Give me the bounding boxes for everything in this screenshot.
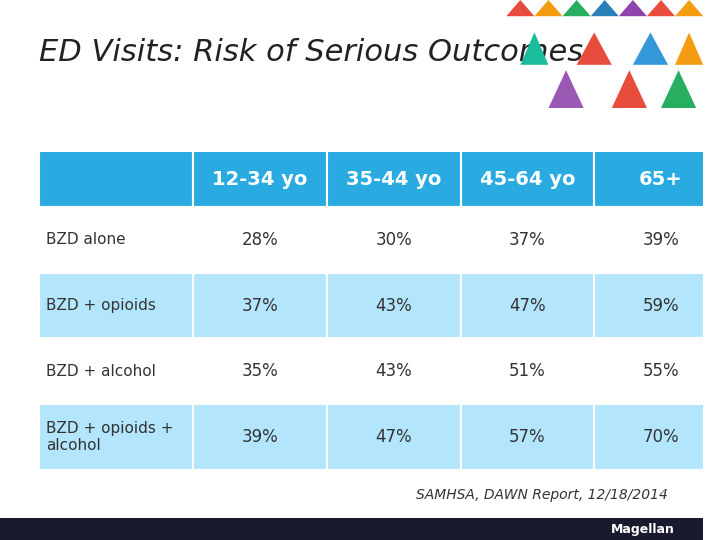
Text: 28%: 28% [242, 231, 279, 249]
Text: SAMHSA, DAWN Report, 12/18/2014: SAMHSA, DAWN Report, 12/18/2014 [416, 488, 668, 502]
FancyBboxPatch shape [461, 273, 594, 339]
FancyBboxPatch shape [327, 273, 461, 339]
Polygon shape [633, 32, 668, 65]
Text: 43%: 43% [375, 296, 412, 314]
FancyBboxPatch shape [594, 207, 720, 273]
Polygon shape [534, 0, 562, 16]
Polygon shape [618, 0, 647, 16]
Polygon shape [562, 0, 590, 16]
Polygon shape [647, 0, 675, 16]
Text: BZD + opioids: BZD + opioids [45, 298, 156, 313]
Polygon shape [661, 70, 696, 108]
Text: 35-44 yo: 35-44 yo [346, 170, 441, 188]
Polygon shape [577, 32, 612, 65]
Text: 51%: 51% [509, 362, 546, 380]
Text: 12-34 yo: 12-34 yo [212, 170, 308, 188]
Text: 37%: 37% [242, 296, 279, 314]
Text: 47%: 47% [375, 428, 412, 446]
FancyBboxPatch shape [594, 273, 720, 339]
FancyBboxPatch shape [39, 404, 194, 470]
Text: 57%: 57% [509, 428, 546, 446]
Text: 39%: 39% [643, 231, 680, 249]
Polygon shape [549, 70, 584, 108]
FancyBboxPatch shape [327, 207, 461, 273]
Text: 59%: 59% [643, 296, 679, 314]
Text: 43%: 43% [375, 362, 412, 380]
FancyBboxPatch shape [461, 339, 594, 404]
FancyBboxPatch shape [327, 339, 461, 404]
FancyBboxPatch shape [461, 207, 594, 273]
FancyBboxPatch shape [194, 273, 327, 339]
FancyBboxPatch shape [194, 339, 327, 404]
FancyBboxPatch shape [194, 207, 327, 273]
FancyBboxPatch shape [461, 404, 594, 470]
FancyBboxPatch shape [194, 404, 327, 470]
Text: 47%: 47% [509, 296, 546, 314]
Text: Magellan: Magellan [611, 523, 675, 536]
Polygon shape [521, 32, 549, 65]
FancyBboxPatch shape [327, 151, 461, 207]
Text: 37%: 37% [509, 231, 546, 249]
FancyBboxPatch shape [39, 207, 194, 273]
Text: BZD + opioids +
alcohol: BZD + opioids + alcohol [45, 421, 174, 453]
Text: 45-64 yo: 45-64 yo [480, 170, 575, 188]
FancyBboxPatch shape [594, 404, 720, 470]
FancyBboxPatch shape [594, 339, 720, 404]
FancyBboxPatch shape [327, 404, 461, 470]
Text: 70%: 70% [643, 428, 679, 446]
FancyBboxPatch shape [461, 151, 594, 207]
Text: BZD + alcohol: BZD + alcohol [45, 364, 156, 379]
FancyBboxPatch shape [0, 518, 703, 540]
Polygon shape [506, 0, 534, 16]
Text: BZD alone: BZD alone [45, 232, 125, 247]
Text: 35%: 35% [242, 362, 279, 380]
Text: 55%: 55% [643, 362, 679, 380]
FancyBboxPatch shape [194, 151, 327, 207]
FancyBboxPatch shape [39, 151, 194, 207]
Text: 30%: 30% [375, 231, 412, 249]
Polygon shape [675, 0, 703, 16]
Polygon shape [590, 0, 618, 16]
Text: 39%: 39% [242, 428, 279, 446]
Text: 65+: 65+ [639, 170, 683, 188]
FancyBboxPatch shape [39, 339, 194, 404]
Polygon shape [675, 32, 703, 65]
FancyBboxPatch shape [39, 273, 194, 339]
Polygon shape [612, 70, 647, 108]
FancyBboxPatch shape [594, 151, 720, 207]
Text: ED Visits: Risk of Serious Outcomes: ED Visits: Risk of Serious Outcomes [39, 38, 582, 67]
